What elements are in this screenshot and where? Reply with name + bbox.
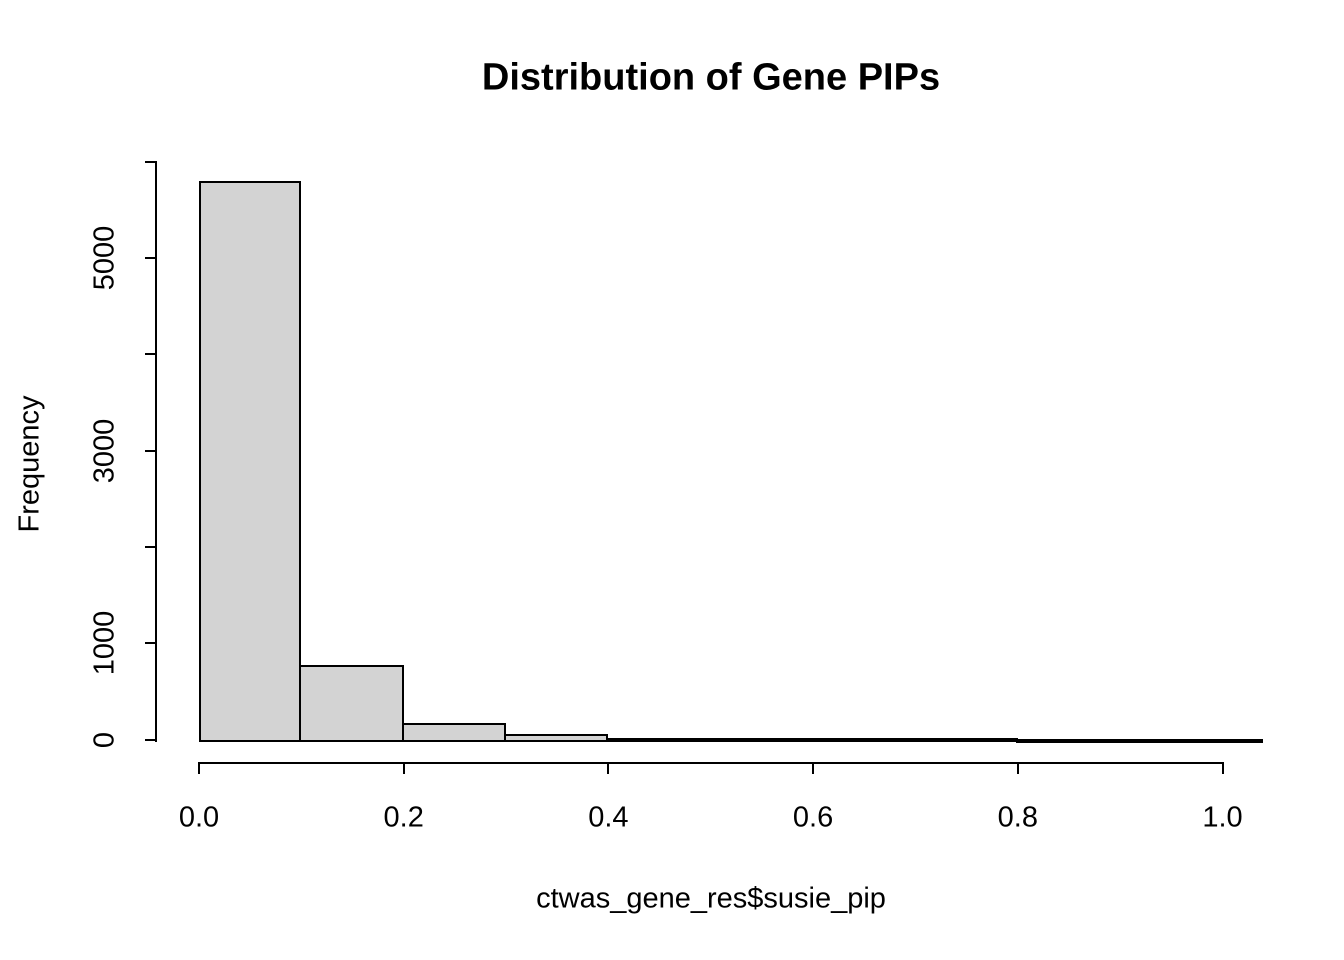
histogram-bar bbox=[913, 738, 1018, 743]
x-tick-mark bbox=[402, 762, 405, 774]
x-axis-line bbox=[198, 761, 1224, 764]
histogram-bar bbox=[811, 738, 916, 743]
histogram-bar bbox=[1118, 738, 1223, 743]
x-axis-title: ctwas_gene_res$susie_pip bbox=[536, 882, 886, 915]
histogram-bar bbox=[401, 723, 507, 742]
x-tick-label: 0.0 bbox=[178, 801, 220, 834]
x-tick-mark bbox=[607, 762, 610, 774]
histogram-bar bbox=[606, 737, 711, 742]
histogram-bar bbox=[1015, 738, 1121, 743]
histogram-bar bbox=[1220, 738, 1264, 743]
x-tick-mark bbox=[1221, 762, 1224, 774]
y-tick-label: 5000 bbox=[88, 225, 121, 291]
y-tick-label: 3000 bbox=[88, 418, 121, 483]
x-tick-mark bbox=[198, 762, 200, 774]
x-tick-label: 0.6 bbox=[792, 801, 834, 834]
histogram-bar bbox=[199, 180, 302, 742]
y-tick-mark bbox=[145, 738, 157, 741]
histogram-bar bbox=[708, 738, 814, 743]
y-tick-mark bbox=[145, 160, 157, 163]
y-axis-title: Frequency bbox=[13, 395, 46, 533]
x-tick-mark bbox=[1016, 762, 1019, 774]
y-tick-label: 1000 bbox=[88, 611, 121, 676]
x-tick-label: 0.2 bbox=[383, 801, 424, 834]
x-tick-label: 0.4 bbox=[588, 801, 629, 834]
y-tick-mark bbox=[145, 257, 157, 259]
x-tick-label: 1.0 bbox=[1202, 801, 1243, 834]
chart-title: Distribution of Gene PIPs bbox=[481, 56, 941, 99]
y-tick-mark bbox=[145, 642, 157, 645]
y-tick-mark bbox=[145, 449, 157, 452]
y-tick-mark bbox=[145, 545, 157, 548]
x-tick-label: 0.8 bbox=[997, 801, 1038, 834]
histogram-bar bbox=[299, 665, 404, 742]
histogram-bar bbox=[504, 733, 609, 742]
x-tick-mark bbox=[812, 762, 815, 774]
y-tick-mark bbox=[145, 353, 157, 356]
y-tick-label: 0 bbox=[88, 731, 121, 748]
